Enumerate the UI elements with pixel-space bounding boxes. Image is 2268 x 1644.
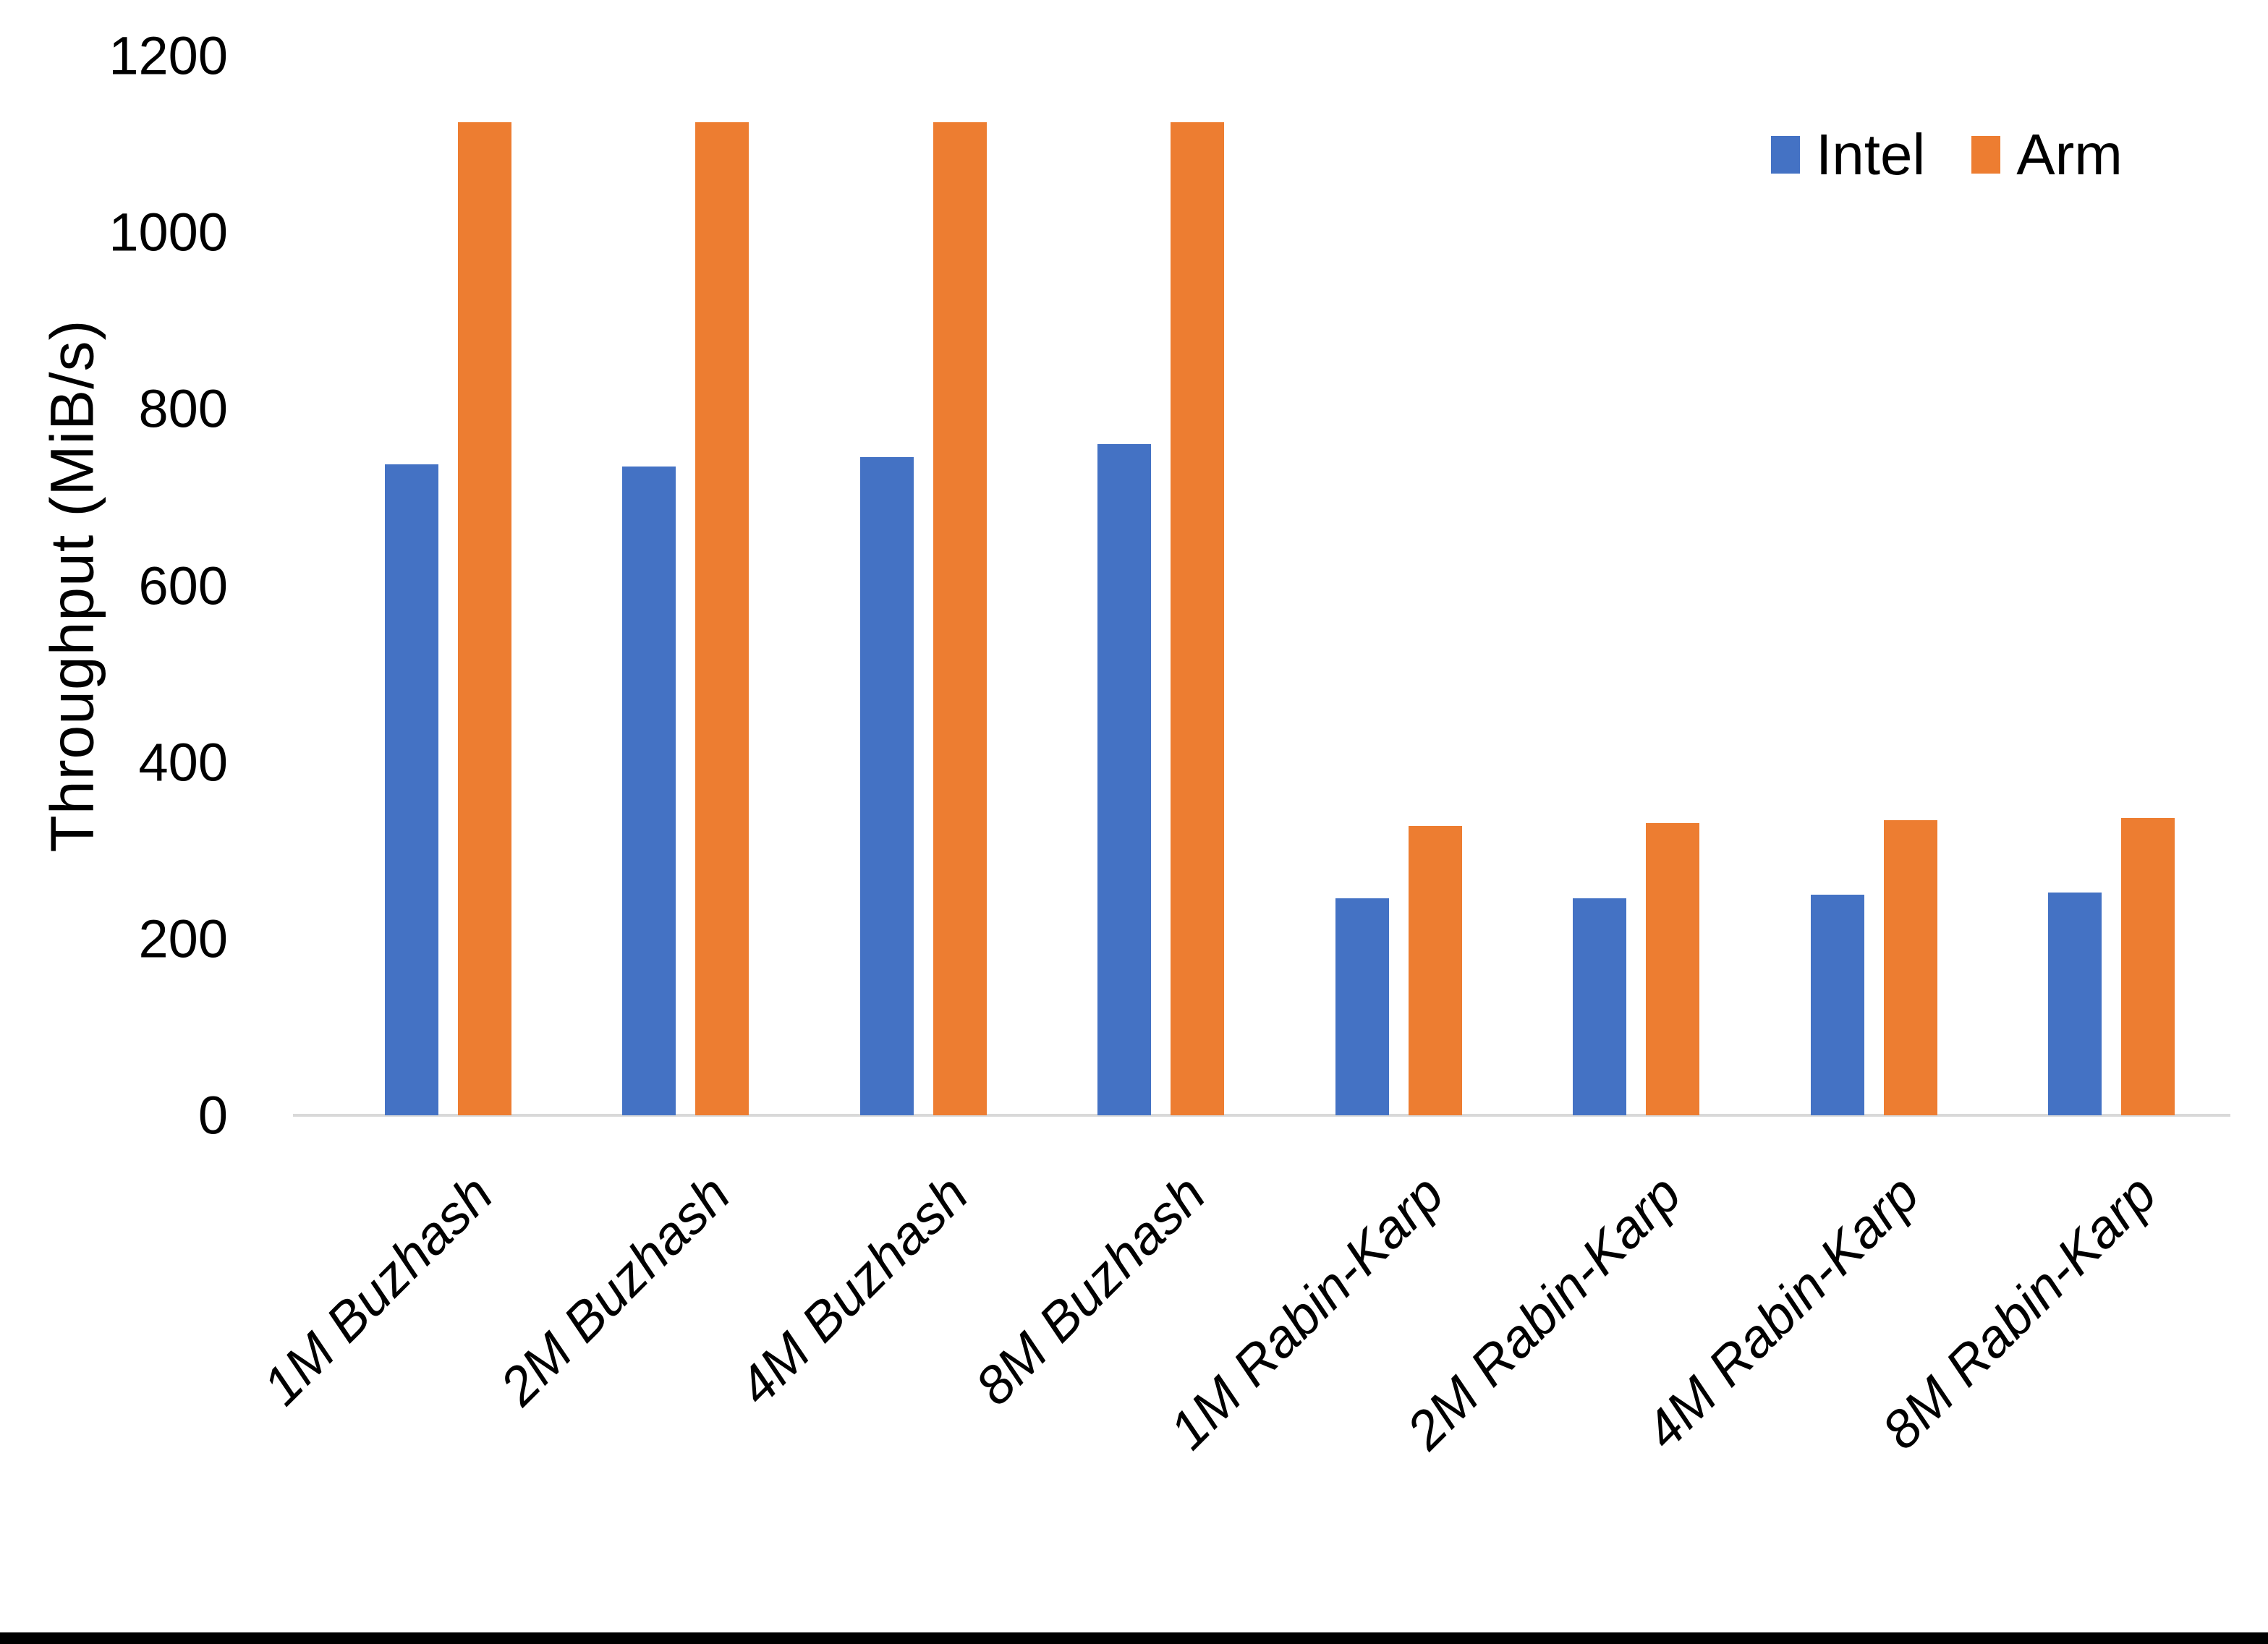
x-label-8m-buzhash: 8M Buzhash [964,1163,1218,1417]
bar-intel-4m-buzhash [859,457,914,1115]
legend-swatch-intel [1771,136,1800,174]
bar-arm-1m-rabin-karp [1408,825,1462,1115]
bar-intel-1m-buzhash [384,464,438,1115]
bar-arm-4m-rabin-karp [1883,820,1937,1115]
bar-arm-4m-buzhash [933,122,987,1115]
legend-label-intel: Intel [1816,122,1926,187]
y-tick-1000: 1000 [109,202,228,263]
bar-intel-8m-rabin-karp [2048,893,2102,1115]
y-axis-title: Throughput (MiB/s) [38,319,106,853]
bar-intel-2m-rabin-karp [1573,898,1627,1115]
x-axis-line [293,1114,2230,1117]
bar-arm-2m-rabin-karp [1646,822,1700,1115]
legend: Intel Arm [1771,122,2123,188]
y-tick-1200: 1200 [109,25,228,86]
bar-arm-8m-rabin-karp [2121,817,2175,1115]
y-tick-800: 800 [138,378,228,439]
bar-intel-2m-buzhash [622,466,676,1115]
x-label-2m-buzhash: 2M Buzhash [488,1163,742,1417]
bar-intel-1m-rabin-karp [1335,898,1389,1115]
y-tick-200: 200 [138,908,228,969]
bar-arm-8m-buzhash [1171,122,1225,1115]
x-label-4m-buzhash: 4M Buzhash [726,1163,980,1417]
legend-label-arm: Arm [2016,122,2123,187]
y-tick-600: 600 [138,555,228,616]
bar-arm-2m-buzhash [695,122,749,1115]
legend-swatch-arm [1971,136,2001,174]
bar-intel-8m-buzhash [1097,444,1152,1115]
x-label-1m-buzhash: 1M Buzhash [251,1163,504,1417]
bottom-border-bar [0,1632,2268,1644]
bar-arm-1m-buzhash [457,122,511,1115]
y-tick-400: 400 [138,732,228,793]
bar-intel-4m-rabin-karp [1810,894,1864,1115]
y-tick-0: 0 [198,1085,228,1146]
